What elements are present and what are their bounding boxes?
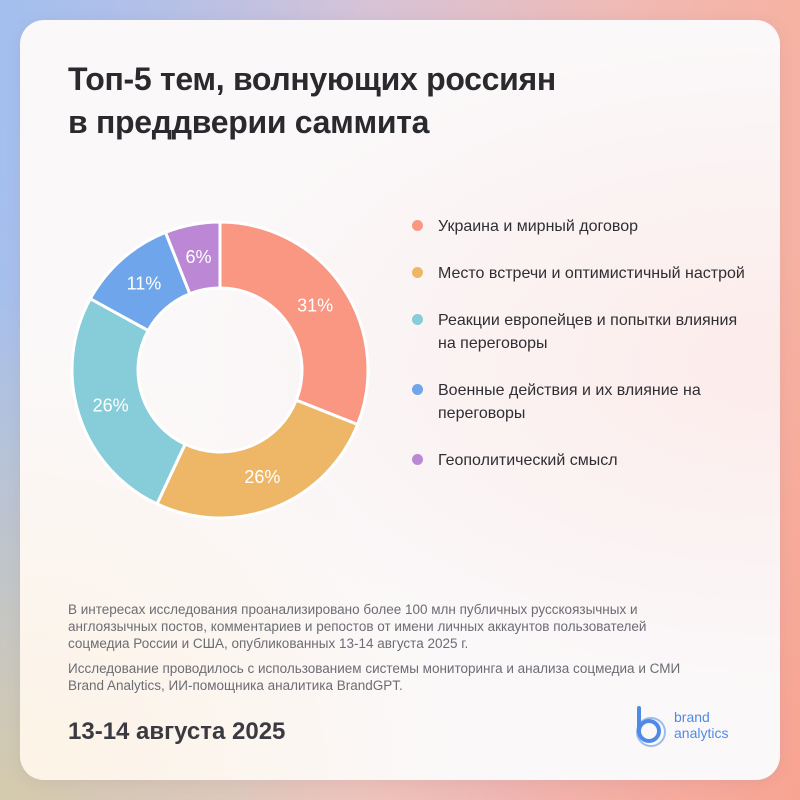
study-date: 13-14 августа 2025: [68, 718, 286, 745]
slice-value-label: 26%: [93, 396, 129, 416]
legend-color-dot: [412, 314, 423, 325]
donut-chart: 31% 26% 26% 11% 6%: [50, 200, 390, 540]
slice-value-label: 26%: [244, 467, 280, 487]
legend-color-dot: [412, 384, 423, 395]
legend-item: Реакции европейцев и попытки влияния на …: [412, 309, 752, 355]
slice-value-label: 11%: [127, 274, 162, 294]
legend-label: Геополитический смысл: [438, 452, 618, 469]
brand-analytics-logo: brand analytics: [632, 704, 752, 748]
legend-item: Место встречи и оптимистичный настрой: [412, 262, 752, 285]
donut-slice: [154, 398, 360, 520]
legend-item: Геополитический смысл: [412, 449, 752, 472]
tools-note: Исследование проводилось с использование…: [68, 661, 681, 693]
title-line-1: Топ-5 тем, волнующих россиян: [68, 61, 556, 97]
donut-slice: [163, 220, 222, 296]
legend-color-dot: [412, 220, 423, 231]
donut-slice: [218, 220, 370, 427]
brand-analytics-logo-icon: [636, 706, 666, 747]
legend-item: Военные действия и их влияние на перегов…: [412, 379, 752, 425]
legend-label: Реакции европейцев и попытки влияния на …: [438, 312, 738, 352]
chart-legend: Украина и мирный договор Место встречи и …: [412, 215, 752, 496]
slice-value-label: 31%: [297, 295, 333, 315]
legend-color-dot: [412, 454, 423, 465]
legend-label: Украина и мирный договор: [438, 218, 639, 235]
title-line-2: в преддверии саммита: [68, 104, 430, 140]
legend-item: Украина и мирный договор: [412, 215, 752, 238]
methodology-note: В интересах исследования проанализирован…: [68, 602, 647, 651]
slice-value-label: 6%: [185, 247, 211, 267]
donut-slice: [70, 296, 188, 506]
donut-chart-svg: 31% 26% 26% 11% 6%: [70, 220, 370, 520]
legend-color-dot: [412, 267, 423, 278]
legend-label: Военные действия и их влияние на перегов…: [438, 382, 701, 422]
page-title: Топ-5 тем, волнующих россиян в преддвери…: [68, 58, 668, 144]
brand-name-line-2: analytics: [674, 725, 729, 741]
legend-label: Место встречи и оптимистичный настрой: [438, 265, 745, 282]
infographic-card: Топ-5 тем, волнующих россиян в преддвери…: [20, 20, 780, 780]
brand-name-line-1: brand: [674, 709, 710, 725]
brand-name: brand analytics: [674, 709, 728, 741]
